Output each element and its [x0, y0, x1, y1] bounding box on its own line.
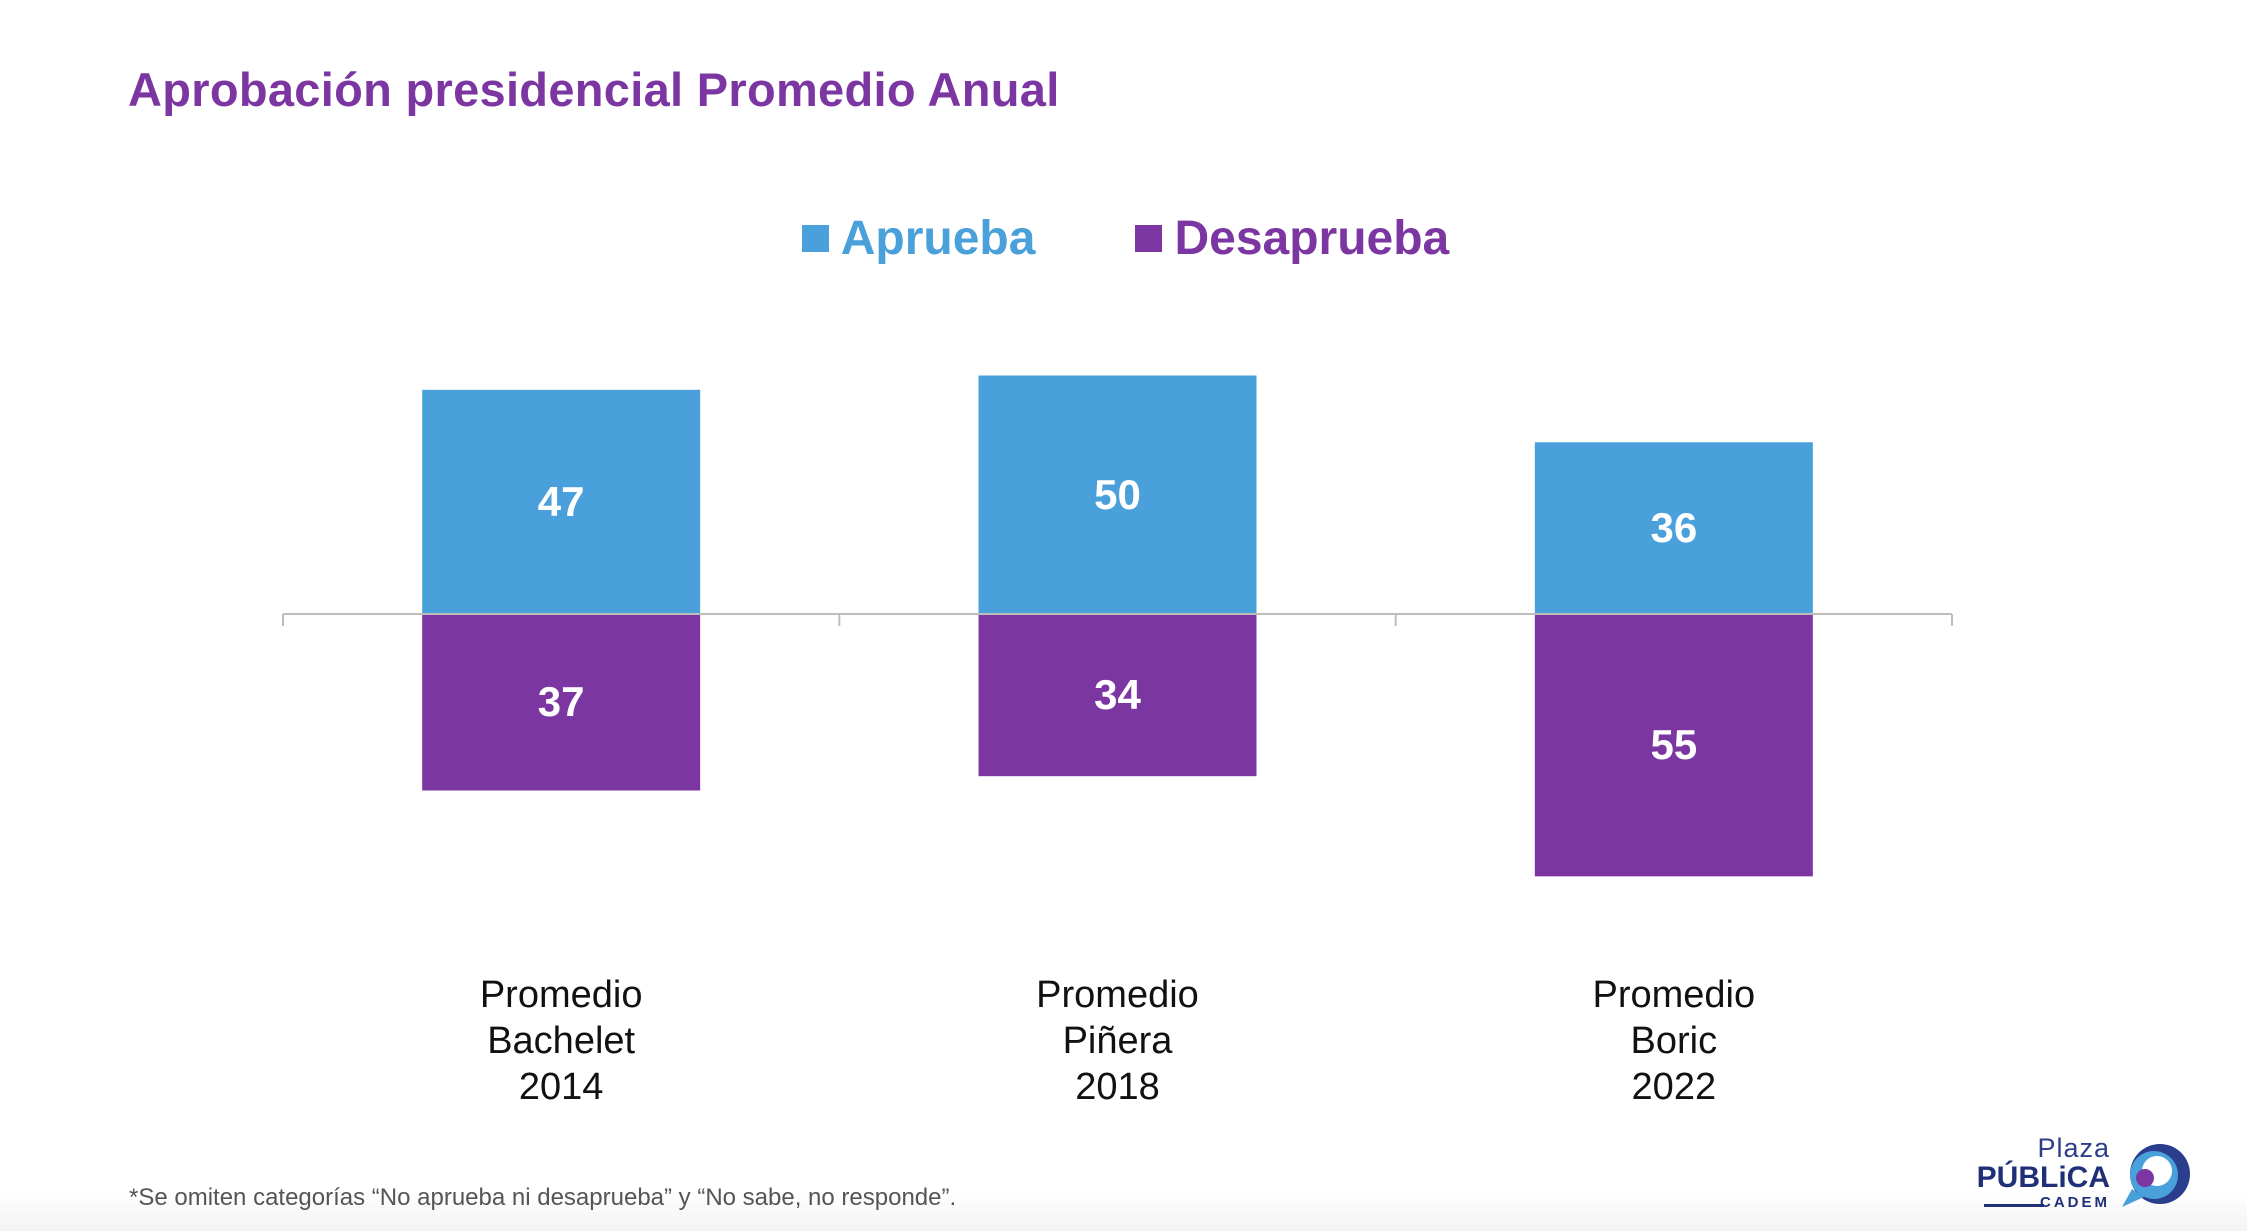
bar-desaprueba-bachelet	[422, 614, 701, 791]
legend-label-desaprueba: Desaprueba	[1174, 211, 1450, 265]
category-label-pinera: Promedio Piñera 2018	[1036, 974, 1199, 1108]
page-bottom-shade	[0, 1191, 2247, 1231]
legend-item-desaprueba: Desaprueba	[1135, 206, 1449, 270]
category-label-bachelet: Promedio Bachelet 2014	[479, 974, 643, 1108]
logo-text-publica: PÚBLiCA	[1976, 1161, 2110, 1194]
legend-swatch-desaprueba	[1135, 224, 1163, 252]
speech-bubble-logo-icon	[2122, 1144, 2190, 1207]
logo-text-cadem: CADEM	[2040, 1194, 2110, 1211]
legend-label-aprueba: Aprueba	[840, 211, 1036, 265]
logo-text-plaza: Plaza	[2037, 1133, 2110, 1163]
data-label-aprueba-pinera: 50	[1094, 471, 1141, 518]
data-label-desaprueba-pinera: 34	[1094, 671, 1141, 718]
bar-desaprueba-boric	[1534, 614, 1813, 877]
legend-swatch-aprueba	[801, 224, 829, 252]
bar-aprueba-pinera	[978, 375, 1257, 614]
footnote: *Se omiten categorías “No aprueba ni des…	[129, 1184, 957, 1211]
bar-aprueba-bachelet	[422, 389, 701, 614]
data-label-aprueba-boric: 36	[1650, 504, 1697, 551]
data-label-desaprueba-bachelet: 37	[538, 678, 585, 725]
data-label-aprueba-bachelet: 47	[538, 478, 585, 525]
logo-underline	[1984, 1204, 2044, 1207]
bar-aprueba-boric	[1534, 442, 1813, 614]
data-label-desaprueba-boric: 55	[1650, 721, 1697, 768]
chart-title: Aprobación presidencial Promedio Anual	[128, 63, 1060, 116]
bar-desaprueba-pinera	[978, 614, 1257, 777]
category-label-boric: Promedio Boric 2022	[1592, 974, 1756, 1108]
chart-legend: Aprueba Desaprueba	[4, 206, 2247, 270]
plaza-publica-cadem-logo: Plaza PÚBLiCA CADEM	[1976, 1133, 2198, 1213]
legend-item-aprueba: Aprueba	[801, 206, 1036, 270]
